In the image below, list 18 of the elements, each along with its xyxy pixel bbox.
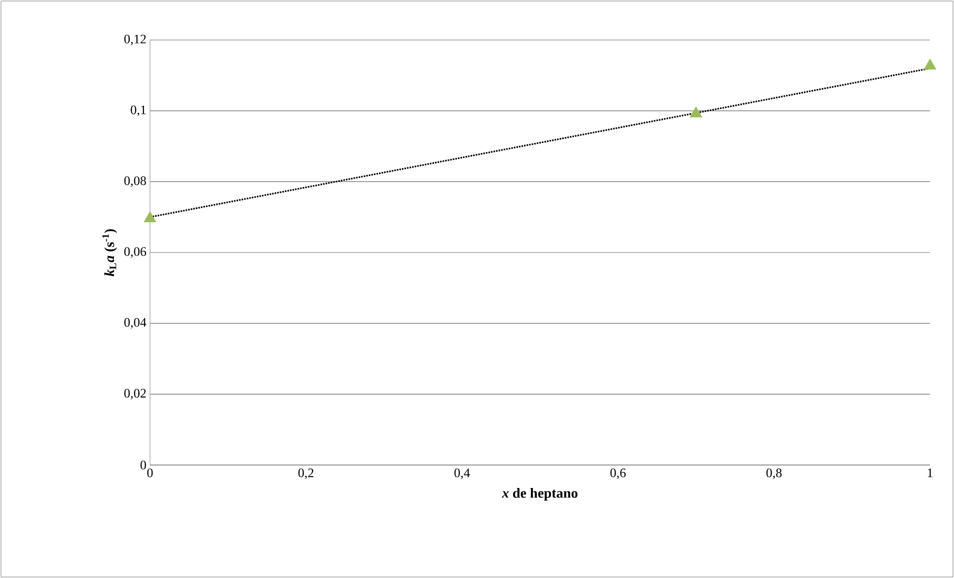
x-tick-label: 1 bbox=[928, 468, 932, 478]
x-axis-title: x de heptano bbox=[502, 488, 578, 501]
y-tick-label: 0,12 bbox=[124, 34, 146, 46]
x-tick-label: 0 bbox=[147, 468, 153, 478]
x-tick-label: 0,4 bbox=[454, 468, 470, 480]
x-tick-label: 0,8 bbox=[766, 468, 782, 480]
x-tick-label: 0,2 bbox=[298, 468, 314, 480]
y-tick-label: 0,08 bbox=[124, 176, 146, 187]
y-tick-label: 0,06 bbox=[124, 247, 146, 258]
y-tick-label: 0,1 bbox=[130, 106, 146, 116]
x-tick-label: 0,6 bbox=[610, 468, 626, 480]
y-tick-label: 0,02 bbox=[124, 388, 146, 400]
point bbox=[924, 58, 936, 70]
y-tick-label: 0 bbox=[140, 460, 146, 470]
point bbox=[144, 211, 156, 222]
point bbox=[690, 106, 702, 118]
y-axis-title: k$_{L}$a (s$^{-1}$) bbox=[102, 229, 117, 276]
y-tick-label: 0,04 bbox=[124, 318, 146, 329]
